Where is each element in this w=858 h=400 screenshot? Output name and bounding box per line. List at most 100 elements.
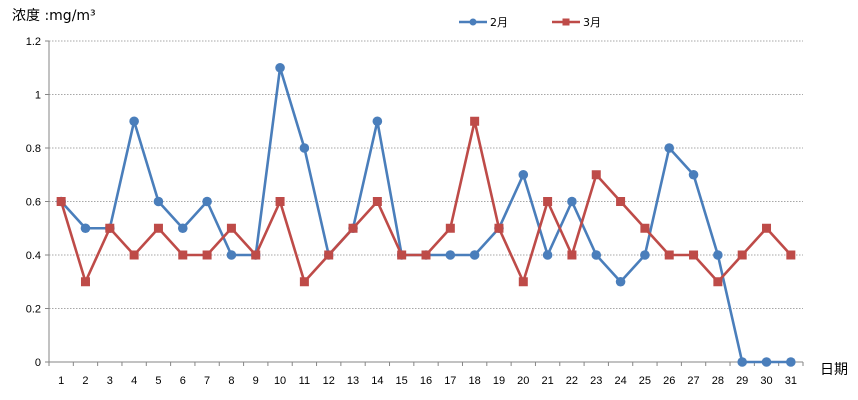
x-tick-label: 15	[396, 375, 408, 387]
legend-label-2: 2月	[490, 16, 508, 29]
data-point	[105, 223, 115, 233]
y-tick-label: 0.6	[26, 197, 41, 209]
data-point	[470, 116, 480, 126]
y-tick-labels: 0 0.2 0.4 0.6 0.8 1 1.2	[26, 36, 41, 369]
x-tick-label: 8	[228, 375, 234, 387]
series-line	[60, 66, 791, 364]
x-tick-label: 1	[58, 375, 64, 387]
data-point	[640, 223, 650, 233]
x-tick-label: 24	[614, 375, 626, 387]
data-point	[226, 223, 236, 233]
x-tick-labels: 1 2 3 4 5 6 7 8 9 10 11 12 13 14 15 16 17 18 19 20 21 22 23 24 2…	[58, 375, 797, 387]
y-tick-label: 1	[35, 90, 41, 102]
x-tick-label: 22	[566, 375, 578, 387]
data-point	[615, 276, 626, 287]
legend-item-3: 3月	[552, 16, 601, 29]
x-tick-label: 25	[639, 375, 651, 387]
x-tick-label: 18	[469, 375, 481, 387]
data-point	[713, 277, 723, 287]
data-point	[153, 223, 163, 233]
legend-marker-2	[469, 18, 477, 26]
x-tick-label: 14	[371, 375, 383, 387]
data-point	[591, 250, 602, 260]
data-point	[153, 196, 164, 207]
x-tick-label: 6	[180, 375, 186, 387]
y-axis-title: 浓度 :mg/m³	[12, 8, 96, 24]
data-point	[299, 277, 309, 287]
data-point	[518, 169, 529, 180]
data-point	[786, 357, 796, 367]
data-point	[761, 357, 772, 367]
data-point	[469, 250, 480, 260]
data-point	[129, 116, 139, 127]
data-point	[737, 250, 747, 260]
data-point	[664, 250, 674, 260]
x-tick-label: 11	[299, 375, 310, 387]
x-tick-label: 13	[347, 375, 359, 387]
x-tick-label: 2	[82, 375, 88, 387]
y-tick-label: 0.2	[26, 304, 41, 316]
data-point	[689, 250, 699, 260]
data-point	[177, 223, 188, 234]
data-point	[543, 197, 553, 206]
x-tick-label: 17	[444, 375, 456, 387]
y-tick-label: 0.4	[26, 250, 41, 262]
data-point	[226, 250, 237, 260]
axes	[45, 40, 804, 366]
x-tick-label: 21	[541, 375, 553, 387]
x-tick-label: 12	[323, 375, 335, 387]
x-tick-label: 31	[785, 375, 797, 387]
x-tick-label: 29	[736, 375, 748, 387]
data-point	[688, 169, 699, 180]
data-point	[56, 197, 66, 206]
data-point	[616, 197, 626, 206]
data-point	[324, 250, 334, 260]
data-point	[567, 196, 577, 207]
x-tick-label: 28	[712, 375, 724, 387]
data-point	[348, 223, 358, 233]
data-point	[542, 250, 553, 260]
data-point	[178, 250, 188, 260]
x-tick-label: 16	[420, 375, 432, 387]
x-tick-label: 20	[517, 375, 529, 387]
data-point	[275, 62, 285, 73]
data-point	[372, 116, 383, 127]
x-tick-label: 10	[274, 375, 286, 387]
data-point	[80, 277, 90, 287]
data-point	[202, 196, 212, 207]
data-point	[372, 197, 382, 206]
data-point	[251, 250, 261, 260]
data-point	[664, 143, 675, 153]
data-point	[567, 250, 577, 260]
legend: 2月 3月	[459, 16, 601, 29]
x-axis-title: 日期	[820, 362, 848, 378]
legend-label-3: 3月	[583, 16, 601, 29]
data-point	[494, 223, 504, 233]
y-tick-label: 1.2	[26, 36, 41, 48]
x-tick-label: 19	[493, 375, 505, 387]
data-point	[202, 250, 212, 260]
x-tick-label: 27	[687, 375, 699, 387]
data-point	[275, 197, 285, 206]
y-tick-label: 0.8	[26, 143, 41, 155]
data-point	[762, 223, 772, 233]
x-tick-label: 5	[155, 375, 161, 387]
data-point	[713, 250, 723, 260]
data-point	[786, 250, 796, 260]
data-point	[445, 223, 455, 233]
legend-item-2: 2月	[459, 16, 508, 29]
x-tick-label: 3	[107, 375, 113, 387]
data-point	[737, 357, 747, 367]
data-point	[397, 250, 407, 260]
data-point	[129, 250, 139, 260]
data-point	[591, 170, 601, 180]
data-point	[518, 277, 528, 287]
data-point	[640, 250, 650, 260]
data-point	[80, 223, 91, 234]
series-2月	[56, 62, 796, 367]
data-point	[299, 143, 310, 153]
data-point	[421, 250, 431, 260]
legend-marker-3	[562, 18, 570, 26]
x-tick-label: 23	[590, 375, 602, 387]
